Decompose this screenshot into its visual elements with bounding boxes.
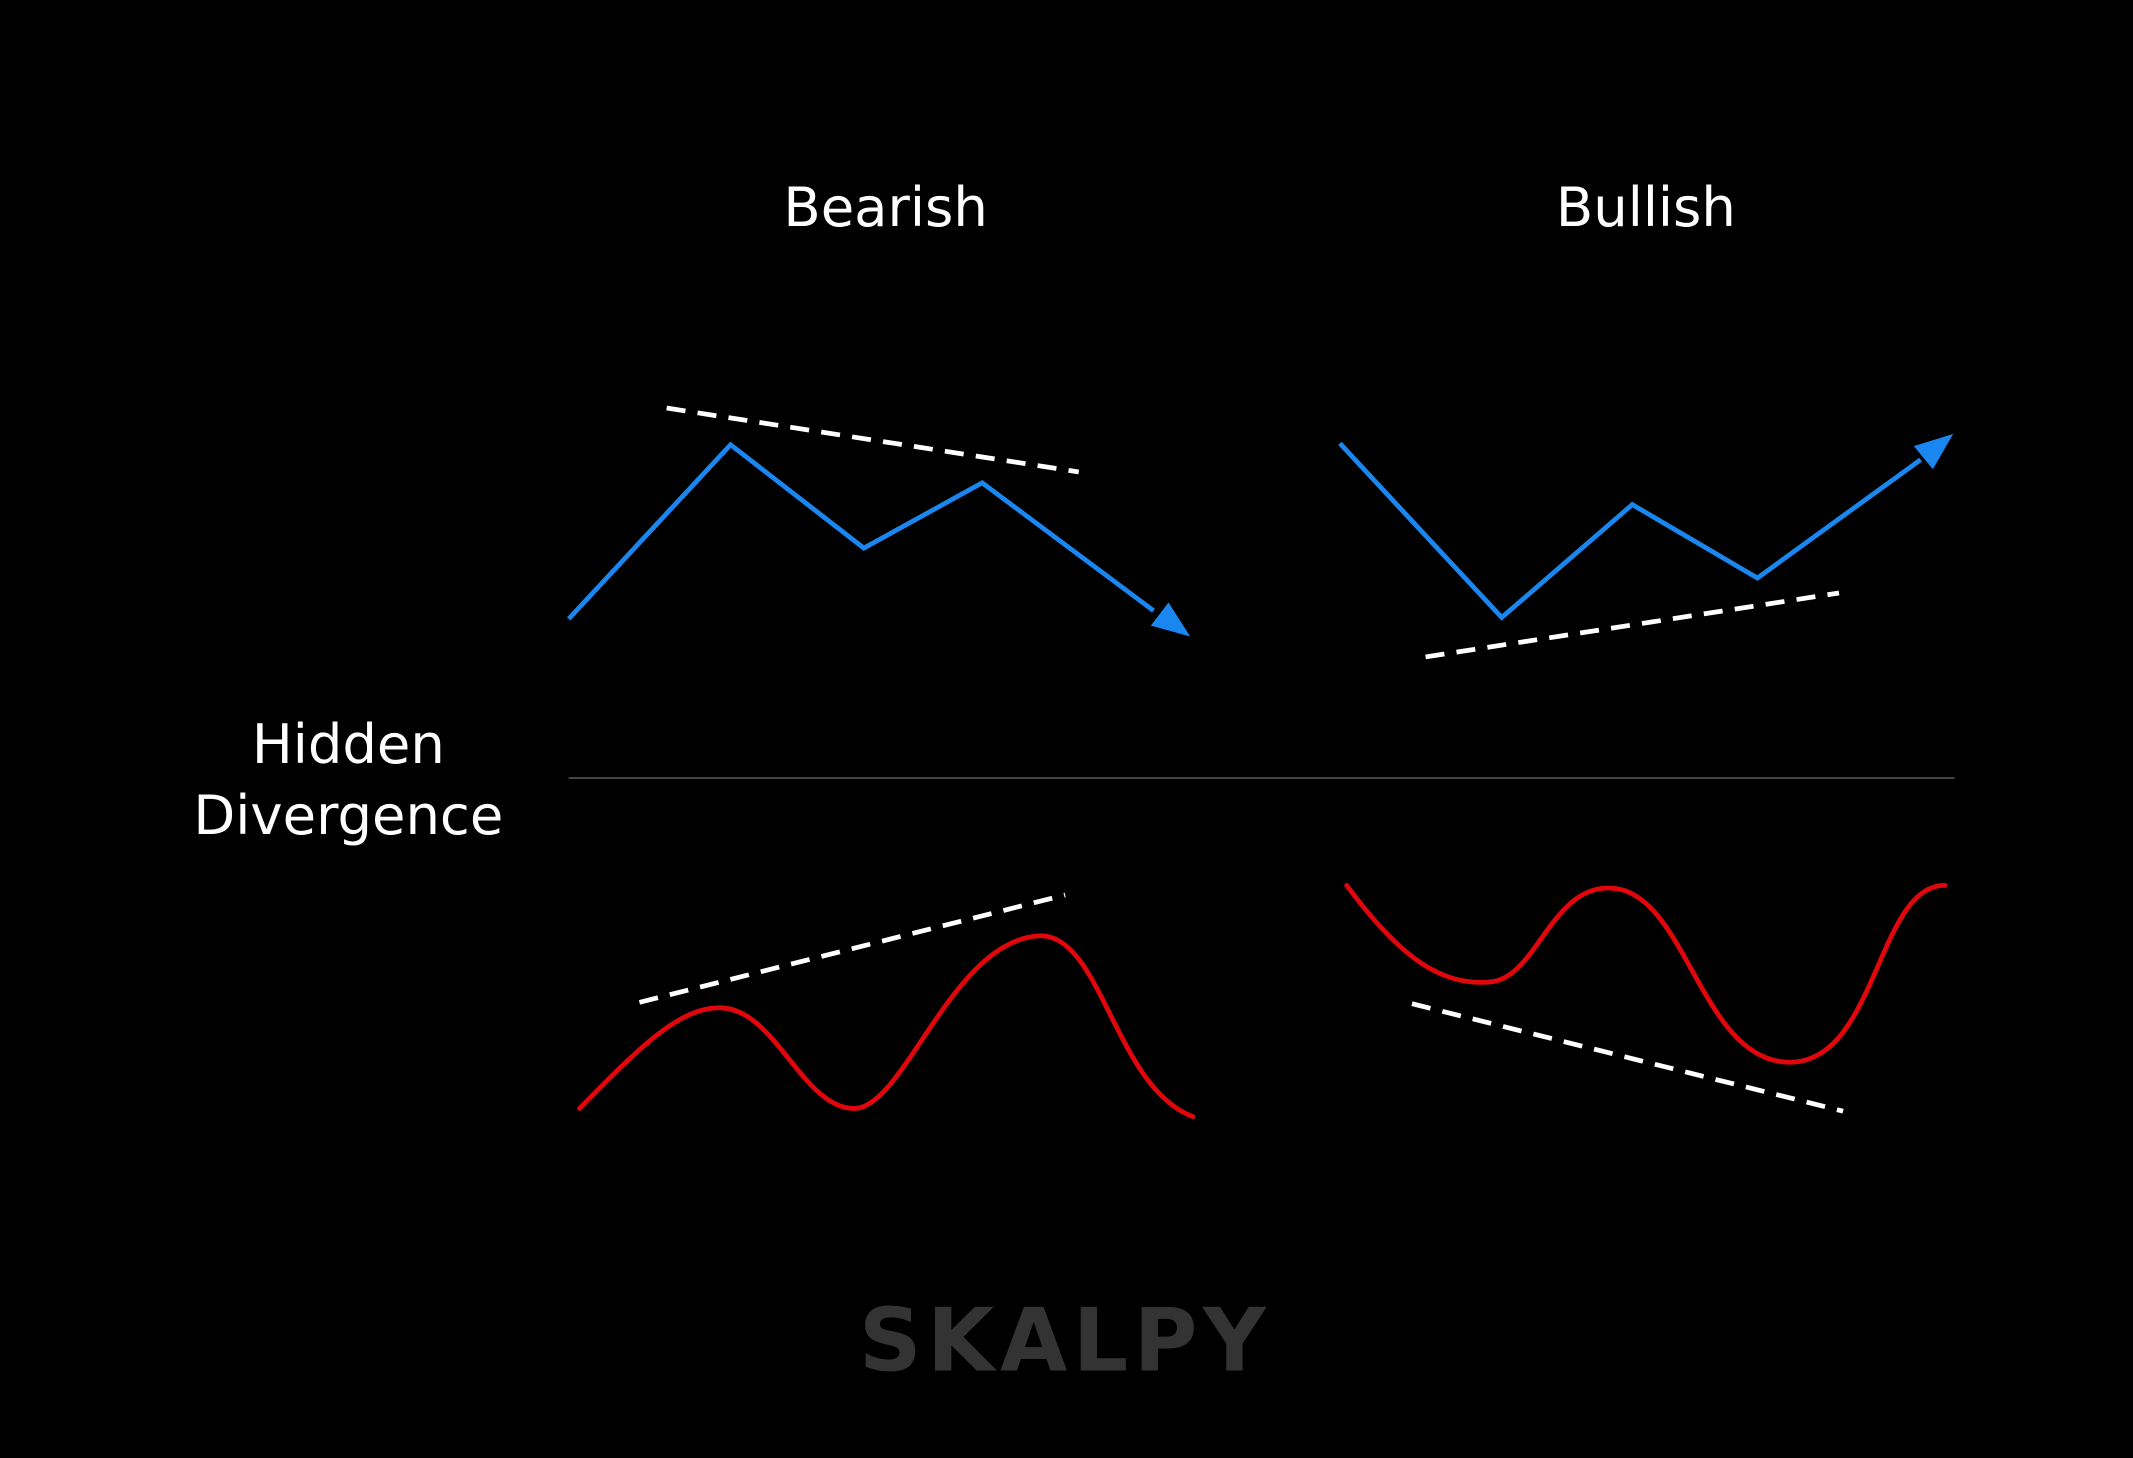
oscillator-line: [1344, 883, 1948, 1065]
arrow-head: [1150, 602, 1191, 637]
price-line: [566, 441, 1155, 621]
oscillator-line: [577, 933, 1196, 1120]
arrow-head: [1913, 433, 1954, 470]
column-title: Bullish: [1556, 176, 1736, 239]
row-label: Divergence: [193, 784, 503, 847]
row-label: Hidden: [252, 713, 445, 776]
price-line: [1338, 441, 1923, 621]
trend-line: [638, 892, 1066, 1005]
watermark: SKALPY: [859, 1289, 1271, 1391]
column-title: Bearish: [783, 176, 987, 239]
trend-line: [1425, 590, 1840, 660]
trend-line: [1411, 1001, 1844, 1114]
trend-line: [666, 405, 1080, 475]
